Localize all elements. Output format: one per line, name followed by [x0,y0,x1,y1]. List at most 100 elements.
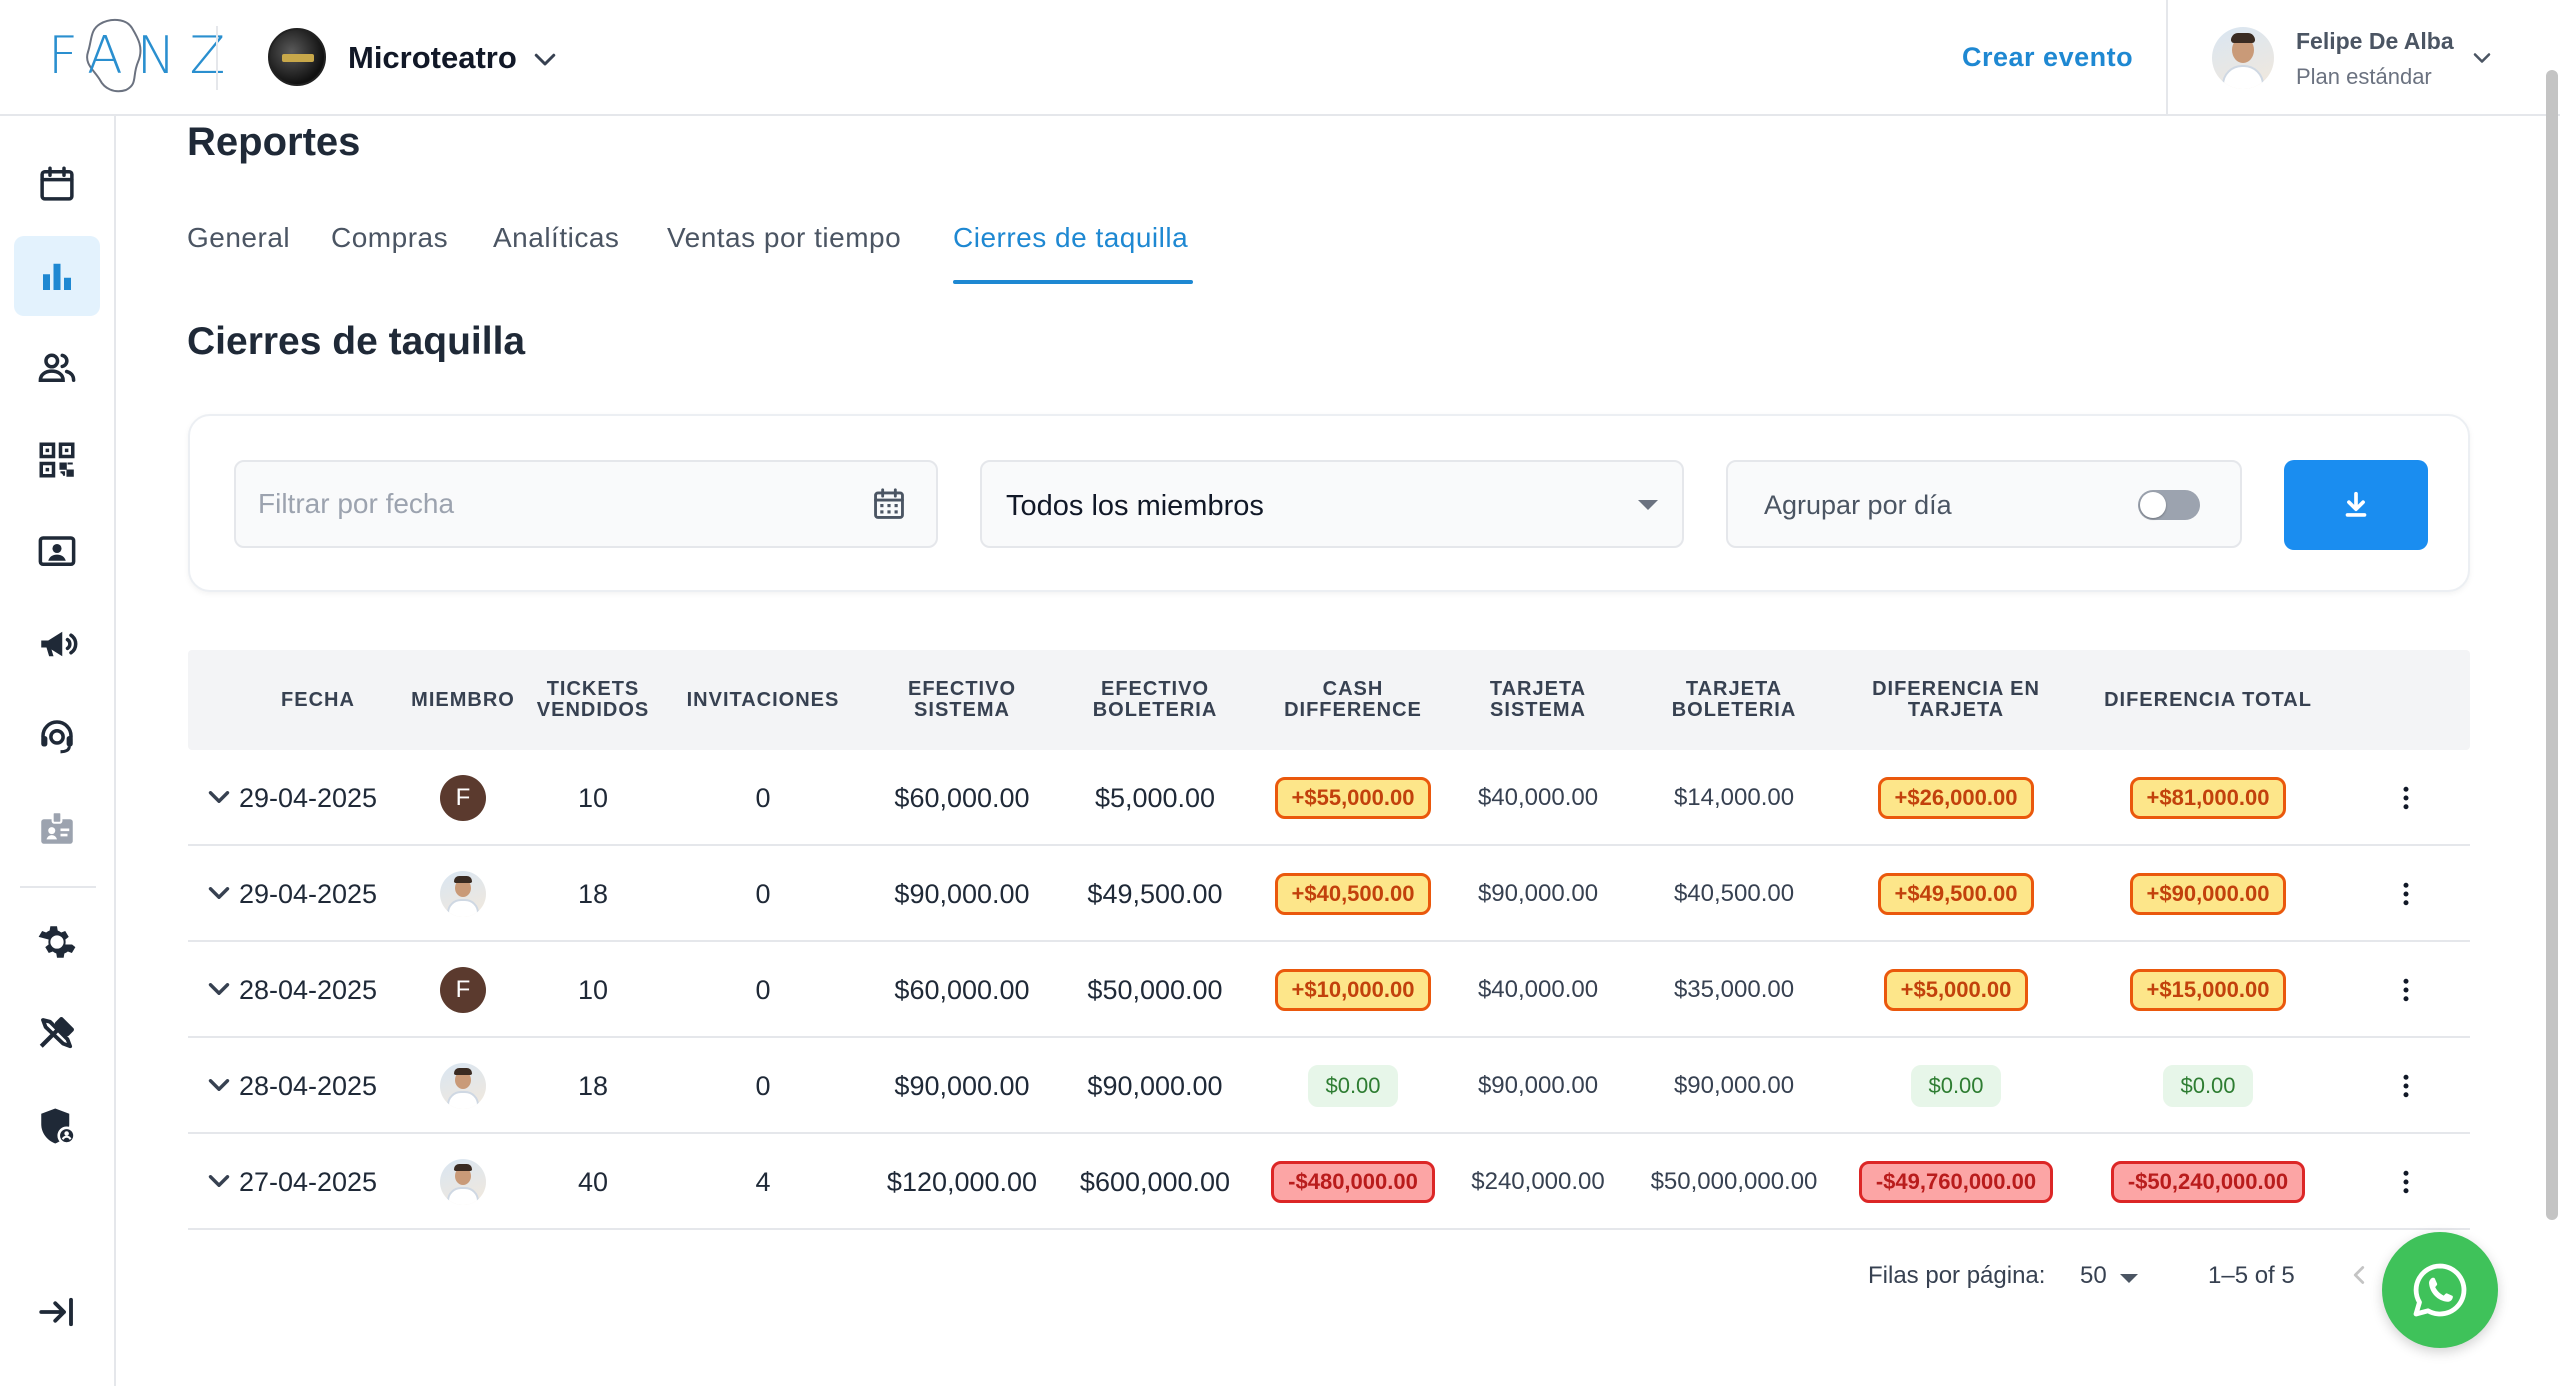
tab-ventas-por-tiempo[interactable]: Ventas por tiempo [667,222,902,253]
tab-compras[interactable]: Compras [331,222,449,253]
header-diferencia-tarjeta[interactable]: DIFERENCIA EN TARJETA [1872,678,2040,721]
cell-efectivo-boleteria: $5,000.00 [1060,750,1250,846]
sidebar-item-calendar[interactable] [14,144,100,224]
table-row[interactable]: 28-04-2025 18 0 $90,000.00 $90,000.00 $0.00 $9… [188,1038,2470,1134]
row-actions-button[interactable] [2384,1064,2428,1108]
chevron-down-icon[interactable] [530,44,560,74]
sidebar-item-tools[interactable] [14,994,100,1074]
cell-fecha-text: 29-04-2025 [238,782,378,813]
row-actions-button[interactable] [2384,1160,2428,1204]
cell-tarjeta-boleteria: $90,000.00 [1634,1038,1834,1134]
header-diferencia-total[interactable]: DIFERENCIA TOTAL [2104,688,2312,711]
header-cash-difference[interactable]: CASH DIFFERENCE [1284,678,1422,721]
caret-down-icon[interactable] [2120,1274,2138,1283]
more-vertical-icon [2403,882,2409,906]
page-scrollbar[interactable] [2546,70,2558,1220]
tab-analiticas[interactable]: Analíticas [493,222,620,253]
sidebar-item-reports[interactable] [14,236,100,316]
sidebar-item-contacts[interactable] [14,512,100,592]
chevron-down-icon[interactable] [2468,44,2496,72]
tab-cierres-de-taquilla[interactable]: Cierres de taquilla [953,222,1189,253]
sidebar-item-people[interactable] [14,328,100,408]
expand-row-chevron-icon[interactable] [202,1164,236,1198]
member-avatar[interactable]: F [440,967,486,1013]
sidebar-item-badge[interactable] [14,788,100,868]
header-miembro[interactable]: MIEMBRO [411,688,515,711]
group-by-day-toggle[interactable] [2138,490,2200,520]
cell-invitaciones: 0 [678,750,848,846]
create-event-link[interactable]: Crear evento [1962,42,2134,72]
member-avatar[interactable] [440,1063,486,1109]
cell-efectivo-sistema-text: $90,000.00 [894,878,1030,909]
expand-row-chevron-icon[interactable] [202,972,236,1006]
header-fecha[interactable]: FECHA [281,688,355,711]
cell-diferencia-tarjeta: +$49,500.00 [1846,846,2066,942]
expand-row-chevron-icon[interactable] [202,780,236,814]
sidebar-item-qr[interactable] [14,420,100,500]
logo-text: FANZ [48,26,240,86]
difference-badge: $0.00 [1308,1065,1398,1107]
table-row[interactable]: 28-04-2025 F 10 0 $60,000.00 $50,000.00 +$10,0… [188,942,2470,1038]
table-header: FECHA MIEMBRO TICKETS VENDIDOS INVITACIO… [188,650,2470,750]
header-efectivo-sistema[interactable]: EFECTIVO SISTEMA [907,678,1016,721]
cell-tarjeta-sistema-text: $240,000.00 [1471,1168,1605,1195]
date-filter-input[interactable] [234,460,938,548]
cell-fecha: 28-04-2025 [208,1038,408,1134]
cell-miembro: F [408,750,518,846]
difference-badge: +$49,500.00 [1877,873,2035,915]
header-tarjeta-boleteria[interactable]: TARJETA BOLETERIA [1671,678,1797,721]
rows-per-page-label: Filas por página: [1868,1262,2046,1289]
cell-tarjeta-boleteria: $50,000,000.00 [1634,1134,1834,1230]
organization-name[interactable]: Microteatro [348,40,517,75]
cell-tarjeta-sistema-text: $40,000.00 [1477,976,1599,1003]
table-row[interactable]: 29-04-2025 F 10 0 $60,000.00 $5,000.00 +$55,00… [188,750,2470,846]
download-button[interactable] [2284,460,2428,550]
sidebar-item-marketing[interactable] [14,604,100,684]
cell-cash-difference: +$40,500.00 [1258,846,1448,942]
row-actions-button[interactable] [2384,776,2428,820]
cell-efectivo-boleteria-text: $90,000.00 [1087,1070,1223,1101]
megaphone-icon [41,631,78,657]
cell-efectivo-sistema-text: $90,000.00 [894,1070,1030,1101]
header-tickets[interactable]: TICKETS VENDIDOS [536,678,650,721]
chevron-left-icon[interactable] [2344,1260,2374,1290]
cell-tarjeta-boleteria: $14,000.00 [1634,750,1834,846]
header-tarjeta-sistema[interactable]: TARJETA SISTEMA [1489,678,1587,721]
cell-efectivo-sistema: $90,000.00 [872,1038,1052,1134]
sidebar-item-settings[interactable] [14,902,100,982]
sidebar-collapse-button[interactable] [14,1272,100,1352]
sidebar-item-support[interactable] [14,696,100,776]
whatsapp-button[interactable] [2382,1232,2498,1348]
user-name[interactable]: Felipe De Alba [2296,28,2454,54]
cell-diferencia-tarjeta: -$49,760,000.00 [1846,1134,2066,1230]
expand-row-chevron-icon[interactable] [202,876,236,910]
calendar-icon[interactable] [870,484,908,524]
cell-efectivo-boleteria-text: $5,000.00 [1094,782,1216,813]
rows-per-page-select[interactable]: 50 [2080,1262,2107,1289]
organization-avatar[interactable] [268,28,326,86]
member-avatar[interactable]: F [440,775,486,821]
tab-general[interactable]: General [187,222,291,253]
table-row[interactable]: 29-04-2025 18 0 $90,000.00 $49,500.00 +$40,50… [188,846,2470,942]
member-select[interactable]: Todos los miembros [980,460,1684,548]
header-invitaciones[interactable]: INVITACIONES [686,688,840,711]
row-actions-button[interactable] [2384,872,2428,916]
cell-cash-difference: -$480,000.00 [1258,1134,1448,1230]
difference-badge: -$480,000.00 [1271,1161,1435,1203]
cell-miembro [408,1038,518,1134]
header-efectivo-boleteria[interactable]: EFECTIVO BOLETERIA [1092,678,1218,721]
expand-row-chevron-icon[interactable] [202,1068,236,1102]
user-avatar[interactable] [2212,27,2274,89]
member-avatar[interactable] [440,1159,486,1205]
fanz-logo[interactable]: FANZ [40,18,225,94]
cell-tickets-text: 18 [577,1070,609,1101]
sidebar-item-security[interactable] [14,1086,100,1166]
member-avatar[interactable] [440,871,486,917]
row-actions-button[interactable] [2384,968,2428,1012]
cell-tarjeta-boleteria-text: $50,000,000.00 [1650,1168,1818,1195]
difference-badge: +$10,000.00 [1274,969,1432,1011]
table-row[interactable]: 27-04-2025 40 4 $120,000.00 $600,000.00 -$480… [188,1134,2470,1230]
top-bar: FANZ Microteatro Crear evento Felipe De … [0,0,2560,116]
cell-efectivo-sistema: $60,000.00 [872,750,1052,846]
cell-efectivo-boleteria-text: $49,500.00 [1087,878,1223,909]
